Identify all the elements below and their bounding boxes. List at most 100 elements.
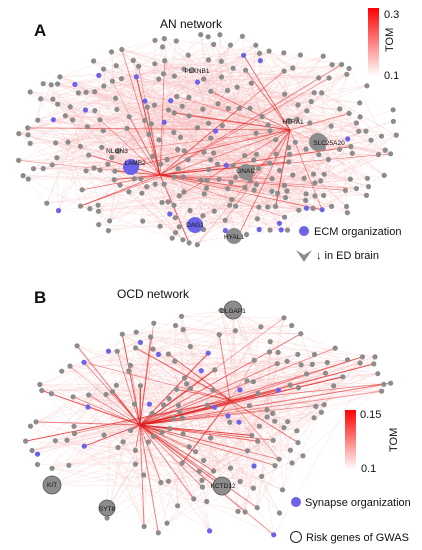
network-a-edge	[33, 153, 353, 169]
network-b-strong-edge	[83, 361, 231, 401]
network-a-node	[171, 202, 177, 208]
network-a-edge	[121, 49, 234, 69]
network-b-node	[196, 468, 202, 474]
network-a-edge	[27, 84, 52, 135]
network-b-node	[155, 351, 162, 357]
network-a-node	[162, 58, 168, 64]
network-b-edge	[25, 440, 119, 448]
legend-gwas-label: Risk genes of GWAS	[306, 532, 409, 544]
network-a-edge	[314, 154, 379, 197]
network-b-edge	[106, 391, 113, 509]
network-a-edge	[103, 68, 367, 132]
network-b-edge	[51, 351, 118, 469]
network-a-node	[223, 162, 229, 168]
network-a-node	[390, 118, 396, 124]
network-b-edge	[41, 385, 291, 391]
network-b-edge	[39, 336, 151, 385]
network-b-node	[175, 402, 181, 408]
legend-ed-label: ↓ in ED brain	[316, 250, 379, 262]
network-b-node	[235, 508, 241, 514]
network-b-edge	[238, 422, 246, 513]
network-b-edge	[117, 384, 384, 448]
network-b-edge	[35, 391, 113, 423]
network-b-edge	[278, 384, 384, 391]
network-b-node	[254, 505, 260, 511]
network-a-node	[208, 157, 214, 163]
network-a-node	[144, 104, 150, 110]
network-b-edge	[117, 316, 182, 352]
network-b-node	[128, 427, 134, 433]
network-a-node	[186, 240, 192, 246]
network-a-strong-edge	[130, 129, 291, 168]
network-a-edge	[43, 108, 229, 169]
network-a-node	[95, 202, 101, 208]
network-b-edge	[130, 325, 176, 366]
network-b-edge	[143, 336, 151, 527]
network-b-strong-edge	[139, 424, 246, 513]
network-a-node	[142, 117, 148, 123]
network-b-edge	[235, 325, 292, 331]
network-a-edge	[28, 178, 110, 222]
network-a-edge	[174, 112, 247, 173]
network-a-strong-edge	[289, 112, 350, 131]
network-b-node	[205, 350, 211, 356]
network-b-node	[193, 449, 199, 455]
network-b-node	[165, 478, 172, 484]
network-a-node	[20, 173, 26, 179]
network-b-edge	[35, 309, 234, 423]
colorbar-a-title: TOM	[384, 28, 396, 52]
network-a-node	[214, 161, 221, 167]
network-a-edge	[183, 55, 189, 192]
network-b-node	[340, 374, 346, 380]
network-a-edge	[202, 171, 247, 216]
network-a-edge	[245, 70, 263, 117]
network-b-edge	[175, 325, 187, 384]
network-a-node	[181, 189, 187, 195]
network-b-strong-edge	[218, 334, 231, 401]
network-b-edge	[190, 354, 298, 389]
network-a-node	[194, 79, 201, 85]
colorbar-a-min-label: 0.1	[384, 70, 399, 82]
network-a-edge	[134, 91, 211, 179]
network-b-node	[281, 425, 287, 431]
network-a-node	[390, 107, 396, 113]
network-a-edge	[213, 44, 293, 176]
network-b-node	[119, 331, 125, 337]
network-a-node	[346, 110, 352, 116]
network-b-edge	[296, 356, 376, 431]
network-b-node	[199, 484, 206, 490]
network-a-edge	[233, 68, 391, 154]
network-a-node	[282, 195, 289, 201]
legend-synapse-label: Synapse organization	[305, 497, 411, 509]
network-a-strong-edge	[159, 174, 357, 189]
network-b-node	[52, 438, 59, 444]
network-b-edge	[190, 346, 248, 381]
network-b-edge	[240, 440, 274, 482]
network-b-edge	[88, 394, 283, 490]
network-b-node	[81, 443, 87, 449]
network-a-edge	[72, 119, 109, 231]
network-b-node	[275, 349, 281, 355]
network-a-edge	[176, 96, 226, 231]
network-a-node	[113, 63, 119, 69]
network-a-node	[273, 203, 279, 209]
network-a-node	[319, 207, 325, 213]
network-b-node	[85, 404, 91, 410]
network-b-node	[237, 387, 243, 393]
network-a-edge	[103, 68, 357, 189]
network-b-node	[264, 407, 270, 413]
network-a-node	[55, 208, 62, 214]
network-a-edge	[78, 68, 234, 94]
network-a-node	[38, 96, 44, 102]
network-a-edge	[67, 141, 351, 147]
network-a-node	[216, 176, 222, 182]
network-a-node	[319, 90, 325, 96]
network-a-node	[75, 90, 81, 96]
network-b-node	[309, 361, 315, 367]
network-b-edge	[128, 370, 203, 488]
network-b-edge	[108, 351, 117, 386]
network-b-node	[264, 414, 270, 420]
network-b-edge	[51, 393, 119, 448]
network-a-node	[275, 190, 281, 196]
network-a-edge	[30, 91, 116, 99]
